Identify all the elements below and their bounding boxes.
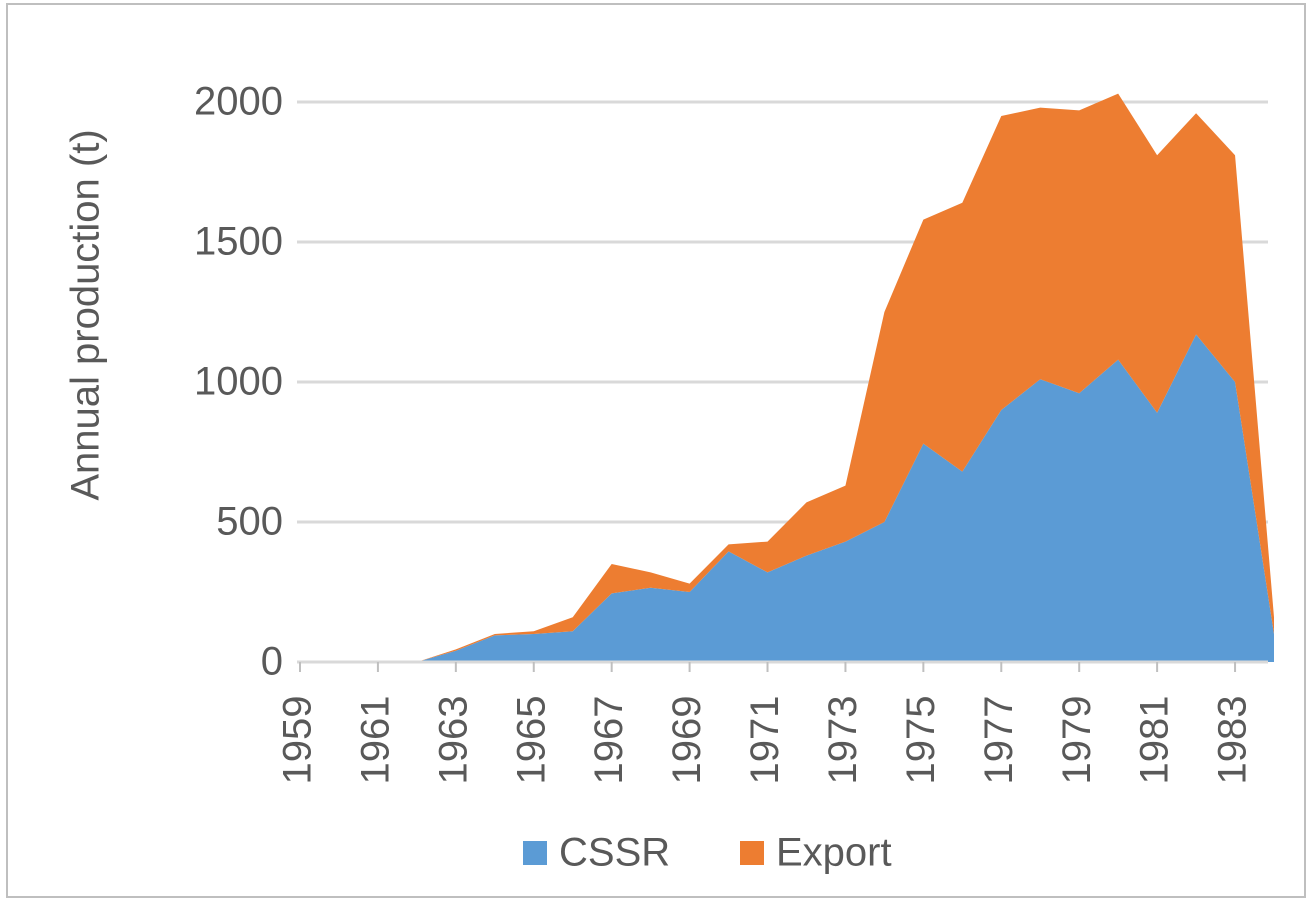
x-tick-label: 1983 xyxy=(1211,696,1255,785)
x-tick-label: 1963 xyxy=(431,696,475,785)
x-tick-label: 1973 xyxy=(821,696,865,785)
x-tick-label: 1981 xyxy=(1133,696,1177,785)
x-tick-label: 1965 xyxy=(509,696,553,785)
x-tick-label: 1977 xyxy=(977,696,1021,785)
x-tick-label: 1969 xyxy=(665,696,709,785)
legend-label: CSSR xyxy=(559,831,670,875)
x-tick-label: 1959 xyxy=(276,696,320,785)
x-tick-label: 1975 xyxy=(899,696,943,785)
legend-swatch xyxy=(523,841,547,865)
y-axis-title: Annual production (t) xyxy=(64,129,108,500)
x-tick-label: 1967 xyxy=(587,696,631,785)
y-tick-label: 500 xyxy=(216,500,283,544)
area xyxy=(300,334,1274,662)
legend-label: Export xyxy=(776,831,892,875)
y-tick-label: 0 xyxy=(261,640,283,684)
area xyxy=(300,93,1274,663)
x-tick-label: 1979 xyxy=(1055,696,1099,785)
y-tick-label: 2000 xyxy=(194,80,283,124)
legend-swatch xyxy=(740,841,764,865)
x-tick-label: 1971 xyxy=(743,696,787,785)
y-tick-label: 1500 xyxy=(194,220,283,264)
y-tick-label: 1000 xyxy=(194,360,283,404)
x-tick-label: 1961 xyxy=(353,696,397,785)
